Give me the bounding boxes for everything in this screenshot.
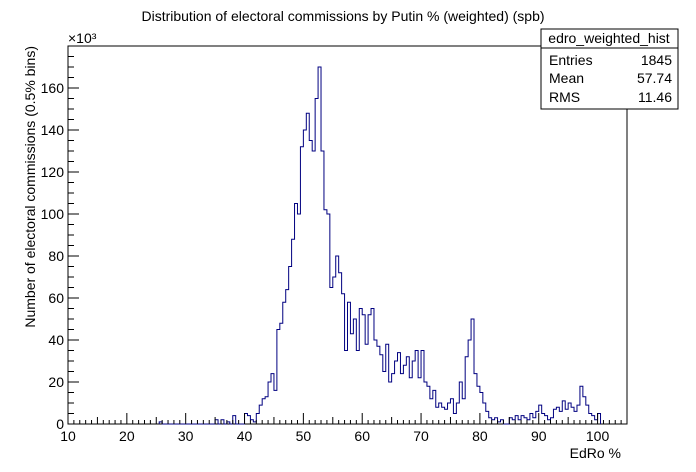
- y-axis: 0 20 40 60 80 100 120 140 160: [41, 45, 79, 432]
- y-tick-label: 160: [41, 80, 65, 96]
- stats-rms-label: RMS: [549, 89, 580, 105]
- stats-rms-value: 11.46: [638, 89, 672, 105]
- stats-entries-label: Entries: [549, 52, 593, 68]
- stats-box-name: edro_weighted_hist: [548, 30, 670, 46]
- y-tick-label: 20: [48, 374, 64, 390]
- x-tick-label: 70: [413, 428, 429, 444]
- x-tick-label: 30: [178, 428, 194, 444]
- x-tick-label: 40: [237, 428, 253, 444]
- x-tick-label: 50: [296, 428, 312, 444]
- stats-entries-value: 1845: [641, 52, 672, 68]
- x-tick-label: 90: [531, 428, 547, 444]
- y-tick-label: 80: [48, 248, 64, 264]
- x-tick-label: 100: [586, 428, 610, 444]
- y-tick-label: 140: [41, 122, 65, 138]
- stats-box: edro_weighted_hist Entries 1845 Mean 57.…: [540, 28, 679, 110]
- x-tick-label: 80: [472, 428, 488, 444]
- y-tick-label: 120: [41, 164, 65, 180]
- y-tick-label: 40: [48, 332, 64, 348]
- x-axis-label: EdRo %: [570, 445, 621, 461]
- y-axis-label: Number of electoral commissions (0.5% bi…: [22, 46, 38, 328]
- x-axis: 10 20 30 40 50 60 70 80 90 100: [60, 413, 628, 444]
- histogram-line: [158, 66, 602, 425]
- chart-title: Distribution of electoral commissions by…: [141, 8, 544, 24]
- y-tick-label: 60: [48, 290, 64, 306]
- y-tick-label: 100: [41, 206, 65, 222]
- x-tick-label: 10: [60, 428, 76, 444]
- x-tick-label: 60: [354, 428, 370, 444]
- x-tick-label: 20: [119, 428, 135, 444]
- stats-mean-label: Mean: [549, 70, 584, 86]
- y-multiplier-label: ×10³: [68, 30, 97, 46]
- stats-mean-value: 57.74: [637, 70, 672, 86]
- y-tick-label: 0: [56, 416, 64, 432]
